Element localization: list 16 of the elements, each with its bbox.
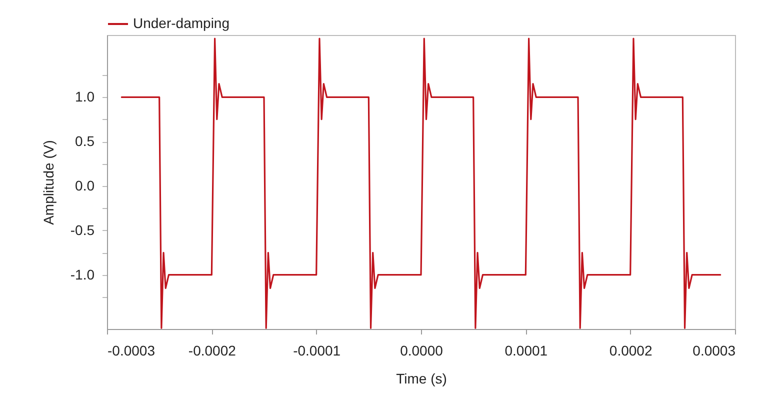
y-tick-label: 0.5: [75, 133, 95, 150]
y-tick-label: -1.0: [70, 266, 95, 282]
x-tick-label: 0.0001: [504, 342, 548, 358]
y-tick-label: 1.0: [75, 88, 95, 105]
legend-label: Under-damping: [133, 15, 230, 31]
x-tick-label: 0.0002: [609, 342, 652, 358]
y-tick-label: 0.0: [75, 177, 95, 194]
x-tick-label: -0.0002: [188, 342, 236, 358]
y-axis-title: Amplitude (V): [40, 140, 56, 225]
x-tick-label: -0.0003: [108, 342, 156, 358]
x-tick-label: 0.0000: [400, 342, 444, 358]
line-series: [120, 38, 722, 329]
y-tick-label: -0.5: [70, 222, 95, 238]
x-tick-label: 0.0003: [692, 342, 736, 358]
x-tick-label: -0.0001: [293, 342, 341, 358]
x-axis-title: Time (s): [396, 370, 447, 386]
